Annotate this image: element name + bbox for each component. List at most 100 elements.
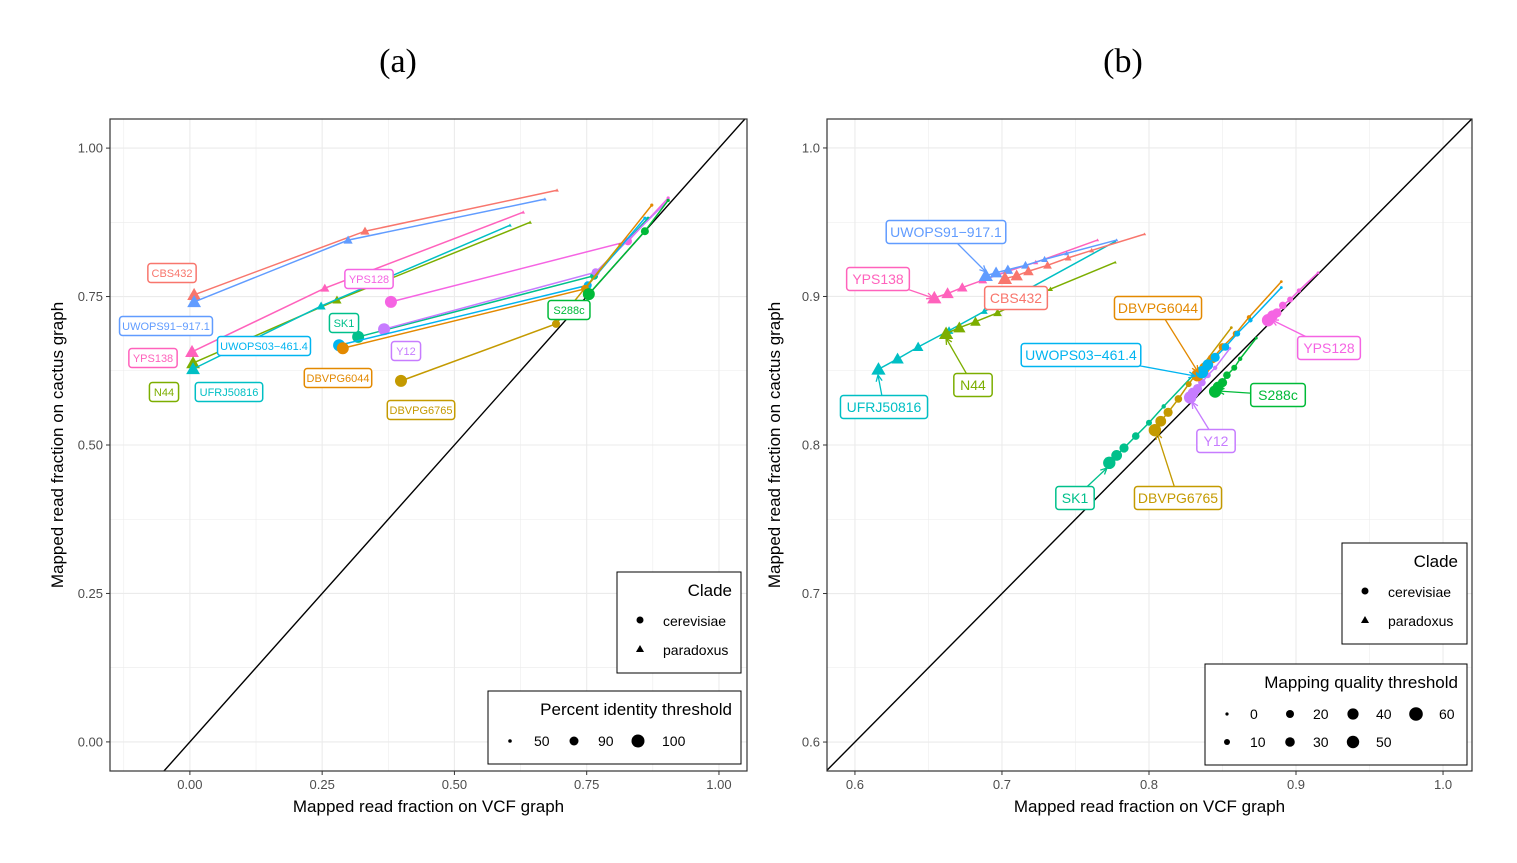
strain-label: S288c <box>547 299 591 321</box>
x-axis-label: Mapped read fraction on VCF graph <box>293 797 564 816</box>
strain-label: DBVPG6044 <box>303 367 373 389</box>
data-point <box>1221 343 1230 351</box>
data-point <box>643 216 647 220</box>
data-point <box>1064 254 1072 261</box>
strain-label: CBS432 <box>147 262 197 284</box>
data-point <box>1234 330 1241 337</box>
cerevisiae-shape-icon <box>636 616 644 624</box>
strain-label: S288c <box>1216 382 1307 408</box>
panel-b: (b) UFRJ50816 N44 YPS138 UWOPS91−917.1 CBS432… <box>765 43 1473 816</box>
series-YPS128 <box>384 196 670 308</box>
label-text: SK1 <box>334 318 355 330</box>
arrow-head-icon <box>1191 364 1199 374</box>
legend-item: 100 <box>662 733 686 749</box>
x-tick-label: 0.9 <box>1287 777 1305 792</box>
label-box <box>216 335 312 357</box>
data-point <box>938 326 954 339</box>
series-S288c <box>582 198 670 301</box>
data-point <box>555 188 559 192</box>
strain-label: DBVPG6765 <box>1133 431 1223 511</box>
strain-label: DBVPG6044 <box>1113 295 1203 374</box>
strain-label: YPS128 <box>344 268 394 290</box>
data-point <box>186 362 200 375</box>
label-text: CBS432 <box>990 290 1042 306</box>
series-CBS432 <box>187 188 559 300</box>
data-point <box>1010 269 1023 281</box>
label-box <box>1249 382 1307 408</box>
legend-title: Percent identity threshold <box>540 700 732 719</box>
legend-item: 40 <box>1376 706 1392 722</box>
data-point <box>993 308 1002 317</box>
label-box <box>885 219 1007 245</box>
data-point <box>1316 271 1320 275</box>
series-UWOPS91−917.1 <box>187 197 547 308</box>
size-dot-icon <box>508 739 512 743</box>
series-S288c <box>1208 336 1258 398</box>
x-tick-label: 0.00 <box>177 777 202 792</box>
label-text: Y12 <box>396 346 416 358</box>
paradoxus-shape-icon <box>635 644 645 653</box>
data-point <box>543 197 547 201</box>
label-box <box>839 394 929 420</box>
data-point <box>552 319 561 328</box>
data-point <box>1229 326 1233 330</box>
series-DBVPG6765 <box>394 243 622 387</box>
x-tick-label: 0.25 <box>310 777 335 792</box>
strain-label: UWOPS03−461.4 <box>216 335 312 357</box>
data-point <box>1131 432 1140 440</box>
arrow-head-icon <box>1155 431 1163 441</box>
legend-item: paradoxus <box>663 642 728 658</box>
strain-label: Y12 <box>1191 400 1236 454</box>
strain-label: N44 <box>148 381 180 403</box>
legend-item: 30 <box>1313 734 1329 750</box>
size-dot-icon <box>1224 739 1230 745</box>
clade-legend: Clade cerevisiae paradoxus <box>616 571 742 674</box>
size-dot-icon <box>1347 708 1359 720</box>
cerevisiae-shape-icon <box>1361 587 1369 595</box>
size-dot-icon <box>1346 735 1360 749</box>
series-YPS138 <box>185 210 526 357</box>
strain-label: SK1 <box>328 312 360 334</box>
x-tick-label: 0.75 <box>574 777 599 792</box>
label-text: DBVPG6765 <box>390 405 453 417</box>
label-text: YPS138 <box>852 271 904 287</box>
label-box <box>147 262 197 284</box>
label-box <box>1133 485 1223 511</box>
data-point <box>1279 280 1283 284</box>
y-tick-label: 0.25 <box>78 586 103 601</box>
strain-label: CBS432 <box>983 285 1049 311</box>
strain-label: DBVPG6765 <box>386 399 456 421</box>
data-point <box>1021 260 1030 269</box>
label-text: S288c <box>553 305 585 317</box>
data-point <box>528 220 532 224</box>
legend-box <box>487 690 742 765</box>
label-text: YPS128 <box>349 274 389 286</box>
label-box <box>328 312 360 334</box>
legend-item: cerevisiae <box>663 613 726 629</box>
data-point <box>927 290 942 304</box>
data-point <box>1023 265 1034 276</box>
label-box <box>118 315 214 337</box>
size-dot-icon <box>1225 712 1229 716</box>
legend-title: Clade <box>688 581 732 600</box>
y-tick-label: 0.8 <box>802 438 820 453</box>
data-point <box>1111 449 1123 461</box>
data-point <box>320 283 330 292</box>
x-tick-label: 1.00 <box>706 777 731 792</box>
arrow-head-icon <box>1216 387 1225 396</box>
strain-label: UFRJ50816 <box>194 381 264 403</box>
series-YPS128 <box>1261 271 1320 327</box>
data-point <box>1223 371 1231 379</box>
size-dot-icon <box>1409 707 1423 721</box>
arrow-head-icon <box>1191 400 1199 410</box>
data-point <box>1145 419 1152 426</box>
data-point <box>1089 247 1095 253</box>
label-text: N44 <box>960 377 986 393</box>
strain-label: YPS138 <box>128 347 178 369</box>
label-text: DBVPG6765 <box>1138 490 1218 506</box>
legend-title: Clade <box>1414 552 1458 571</box>
label-text: YPS128 <box>1303 340 1355 356</box>
data-point <box>1254 336 1258 340</box>
x-tick-label: 0.8 <box>1140 777 1158 792</box>
label-text: CBS432 <box>152 268 193 280</box>
